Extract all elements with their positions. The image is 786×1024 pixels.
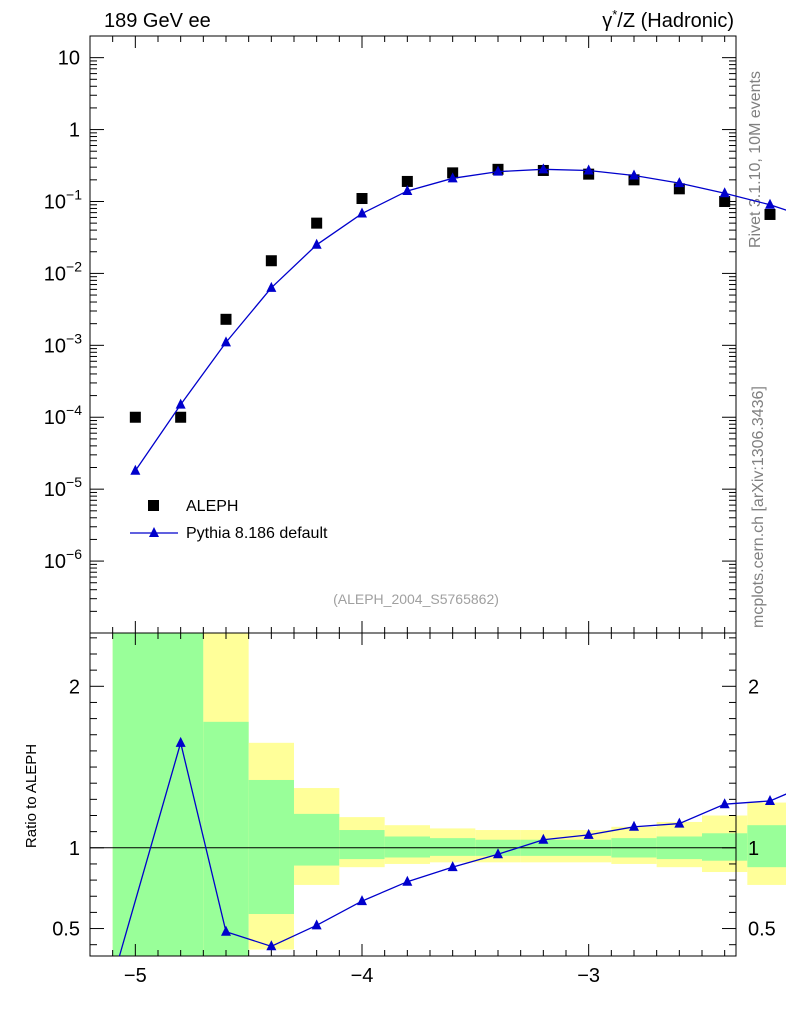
xtick-label: −4 [351, 965, 374, 987]
pythia-point [674, 177, 685, 188]
band-green-0 [112, 633, 158, 956]
aleph-point [764, 208, 776, 220]
main-ytick-label: 10−6 [44, 546, 82, 573]
ratio-series [118, 736, 786, 957]
header-left: 189 GeV ee [104, 10, 211, 32]
pythia-point [538, 163, 549, 174]
band-green-2 [203, 721, 249, 956]
ratio-point [629, 820, 639, 831]
aleph-point [129, 411, 141, 423]
pythia-point [402, 184, 413, 195]
main-ytick-label: 10−5 [44, 474, 82, 501]
main-ytick-label: 10 [58, 48, 80, 70]
aleph-point [311, 217, 323, 229]
ratio-bands [112, 633, 786, 956]
ratio-ytick-label-right: 2 [748, 676, 759, 698]
aleph-point [175, 411, 187, 423]
aleph-point [220, 313, 232, 325]
pythia-point [357, 207, 367, 218]
aleph-point [673, 183, 685, 195]
main-ytick-label: 10−3 [44, 330, 82, 357]
ratio-ytick-label: 0.5 [52, 919, 80, 941]
ratio-ytick-label-right: 1 [748, 838, 759, 860]
legend-label-aleph: ALEPH [186, 498, 238, 515]
ratio-point [765, 794, 775, 805]
pythia-point [311, 238, 322, 249]
aleph-point [719, 195, 731, 207]
pythia-point [765, 198, 775, 209]
ratio-point [674, 817, 685, 828]
pythia-point [629, 169, 639, 180]
pythia-point [493, 165, 503, 176]
header-right: γ*/Z (Hadronic) [602, 7, 734, 32]
ratio-ylabel: Ratio to ALEPH [23, 744, 40, 848]
tick-labels: −5−4−3−210110−110−210−310−410−510−60.50.… [44, 48, 776, 987]
pythia-point [266, 281, 277, 292]
aleph-point [401, 175, 413, 187]
ratio-point [221, 925, 231, 936]
legend-marker-pythia [149, 527, 159, 537]
pythia-point [175, 398, 186, 409]
main-series [129, 163, 786, 475]
xtick-label: −3 [577, 965, 600, 987]
aleph-point [628, 174, 640, 186]
pythia-point [447, 172, 458, 183]
ratio-point [266, 940, 277, 951]
xtick-label: −5 [124, 965, 147, 987]
axis-ticks [89, 35, 736, 956]
ratio-point [447, 861, 458, 872]
legend: ALEPH Pythia 8.186 default [130, 498, 328, 542]
pythia-point [130, 464, 141, 475]
ratio-ytick-label-right: 0.5 [748, 919, 776, 941]
ratio-point [357, 895, 367, 906]
header-right-gamma: γ [602, 10, 612, 32]
ratio-ytick-label: 1 [69, 838, 80, 860]
main-plot-frame [89, 35, 737, 634]
ratio-point [402, 875, 413, 886]
analysis-id: (ALEPH_2004_S5765862) [333, 591, 499, 607]
rivet-label: Rivet 3.1.10, 10M events [747, 71, 764, 248]
band-green-14 [747, 825, 786, 868]
mcplots-label: mcplots.cern.ch [arXiv:1306.3436] [750, 386, 767, 628]
ratio-point [538, 833, 549, 844]
ratio-point [583, 828, 594, 839]
main-ytick-label: 1 [69, 120, 80, 142]
aleph-point [356, 193, 368, 205]
pythia-point [583, 164, 594, 175]
ratio-point [493, 848, 503, 859]
band-green-3 [248, 779, 294, 915]
plot-frames [89, 35, 737, 957]
aleph-point [265, 255, 277, 267]
ratio-point [175, 736, 186, 747]
band-green-6 [384, 836, 430, 858]
ratio-point [719, 798, 730, 809]
main-ytick-label: 10−1 [44, 186, 82, 213]
main-ytick-label: 10−4 [44, 402, 82, 429]
band-green-5 [339, 830, 385, 860]
ratio-point [311, 919, 322, 930]
header-right-rest: /Z (Hadronic) [617, 10, 734, 32]
pythia-line [134, 168, 786, 472]
ratio-ytick-label: 2 [69, 676, 80, 698]
band-green-7 [430, 838, 476, 856]
band-green-4 [294, 813, 340, 866]
pythia-point [719, 187, 730, 198]
band-green-1 [158, 633, 204, 956]
legend-label-pythia: Pythia 8.186 default [186, 525, 328, 542]
main-ytick-label: 10−2 [44, 258, 82, 285]
ratio-plot-frame [89, 632, 737, 957]
pythia-point [221, 336, 231, 347]
legend-marker-aleph [148, 500, 159, 511]
band-green-13 [702, 833, 748, 861]
